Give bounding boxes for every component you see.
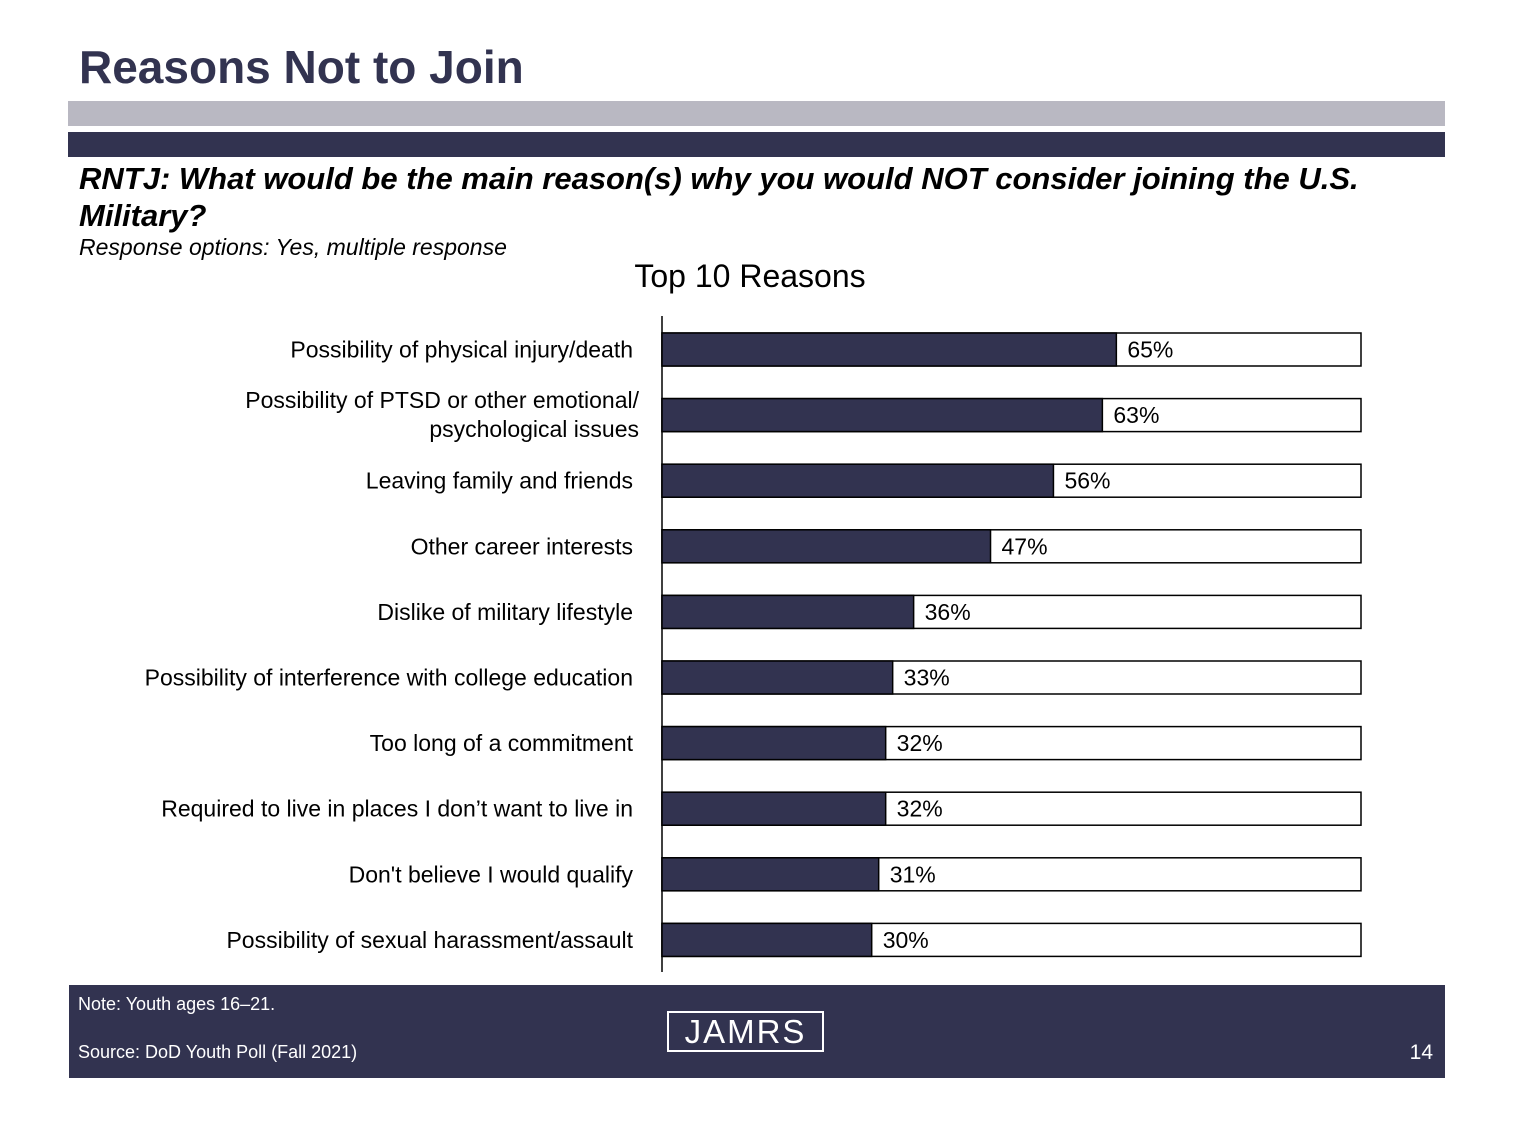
- category-label: Too long of a commitment: [370, 730, 634, 756]
- data-label: 63%: [1113, 402, 1159, 428]
- bar-chart: 65% Possibility of physical injury/death 6…: [145, 316, 1362, 972]
- survey-question: RNTJ: What would be the main reason(s) w…: [79, 161, 1359, 233]
- data-label: 32%: [897, 730, 943, 756]
- data-label: 65%: [1127, 337, 1173, 363]
- data-label: 36%: [925, 599, 971, 625]
- data-label: 30%: [883, 927, 929, 953]
- category-label: Possibility of PTSD or other emotional/p…: [245, 387, 639, 442]
- bar: [661, 725, 887, 761]
- footer-bar: Note: Youth ages 16–21. Source: DoD Yout…: [69, 985, 1445, 1078]
- page-number: 14: [1409, 1041, 1433, 1064]
- data-label: 32%: [897, 796, 943, 822]
- data-label: 33%: [904, 665, 950, 691]
- bar: [661, 397, 1104, 433]
- bar: [661, 463, 1055, 498]
- category-label: Required to live in places I don’t want …: [161, 796, 633, 822]
- bar: [661, 332, 1118, 367]
- category-label: Dislike of military lifestyle: [377, 599, 633, 625]
- data-label: 31%: [890, 861, 936, 887]
- jamrs-logo: JAMRS: [667, 1011, 824, 1052]
- chart-title: Top 10 Reasons: [634, 258, 866, 294]
- category-label: Possibility of physical injury/death: [290, 337, 633, 363]
- category-label: Other career interests: [411, 533, 633, 559]
- category-label: Leaving family and friends: [366, 468, 633, 494]
- header-gray-band: [68, 101, 1445, 126]
- category-label: Don't believe I would qualify: [349, 861, 634, 887]
- category-label: Possibility of interference with college…: [145, 665, 633, 691]
- data-label: 47%: [1002, 533, 1048, 559]
- slide-title: Reasons Not to Join: [79, 41, 524, 93]
- bar: [661, 857, 880, 892]
- bar: [661, 529, 992, 564]
- bar: [661, 791, 887, 826]
- bar: [661, 594, 915, 630]
- header-navy-band: [68, 132, 1445, 157]
- bar: [661, 922, 873, 958]
- response-options: Response options: Yes, multiple response: [79, 234, 507, 260]
- footer-source: Source: DoD Youth Poll (Fall 2021): [78, 1042, 358, 1062]
- bar: [661, 660, 894, 695]
- category-label: Possibility of sexual harassment/assault: [226, 927, 633, 953]
- data-label: 56%: [1064, 468, 1110, 494]
- footer-note: Note: Youth ages 16–21.: [78, 994, 276, 1014]
